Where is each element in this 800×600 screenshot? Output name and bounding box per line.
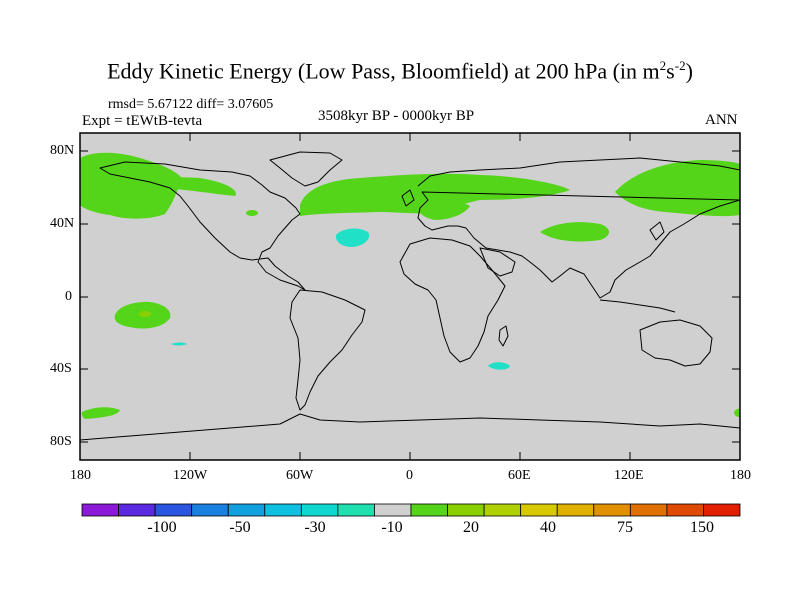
plot-title: Eddy Kinetic Energy (Low Pass, Bloomfiel… (107, 58, 693, 84)
japan-coast (649, 221, 665, 241)
coastlines (79, 151, 741, 441)
x-tick-label: 0 (406, 468, 413, 483)
south-pacific-patch (81, 407, 120, 419)
y-tick-label: 40N (50, 216, 75, 231)
colorbar-cell (483, 503, 522, 517)
colorbar-cell (227, 503, 266, 517)
x-tick-marks (79, 133, 741, 460)
greenland-coast (269, 151, 343, 187)
pacific-core-patch (139, 311, 151, 317)
north-atlantic-patch (300, 173, 570, 216)
mid-atlantic-patch (335, 228, 370, 247)
y-tick-label: 0 (65, 289, 72, 304)
x-tick-label: 180 (730, 468, 751, 483)
y-tick-marks (80, 150, 740, 443)
colorbar-cell (264, 503, 302, 517)
south-pacific-cyan-patch (171, 342, 187, 346)
south-indian-cyan-patch (488, 362, 510, 370)
colorbar-cell (300, 503, 339, 517)
x-tick-label: 120E (614, 468, 644, 483)
colorbar-cell (410, 503, 448, 517)
colorbar-cell (520, 503, 558, 517)
arabia-coast (479, 247, 516, 277)
antarctica-coast (79, 413, 741, 441)
season-label: ANN (705, 112, 738, 128)
colorbar-label: 150 (690, 519, 714, 536)
colorbar-label: -30 (304, 519, 326, 536)
stats-label: rmsd= 5.67122 diff= 3.07605 (108, 97, 274, 112)
europe-patch (419, 201, 470, 220)
colorbar-cell (118, 503, 156, 517)
colorbar-cell (666, 503, 704, 517)
indonesia-coast (599, 299, 676, 313)
period-label: 3508kyr BP - 0000kyr BP (318, 108, 475, 124)
europe-asia-coast (417, 157, 741, 299)
north-america-coast (99, 161, 306, 291)
colorbar-label: -50 (229, 519, 251, 536)
x-tick-label: 60W (286, 468, 314, 483)
north-asia-pacific-patch (615, 160, 740, 217)
colorbar-cell (81, 503, 119, 517)
colorbar-cell (337, 503, 375, 517)
colorbar-cell (191, 503, 229, 517)
y-tick-label: 80S (50, 434, 72, 449)
uk-coast (401, 189, 415, 207)
colorbar-cell (447, 503, 485, 517)
colorbar-cell (374, 503, 412, 517)
y-tick-label: 80N (50, 143, 75, 158)
alaska-patch (110, 176, 236, 196)
south-america-coast (289, 289, 366, 411)
greenland-small-patch (246, 210, 258, 216)
central-asia-patch (540, 222, 609, 242)
x-tick-label: 180 (70, 468, 91, 483)
australia-coast (639, 319, 713, 367)
colorbar-label: 20 (463, 519, 479, 536)
colorbar-cell (593, 503, 631, 517)
south-indian-patch (734, 408, 740, 417)
colorbar-label: -10 (381, 519, 403, 536)
positive-anomaly-patches (80, 152, 740, 419)
x-tick-label: 120W (173, 468, 208, 483)
colorbar-cell (703, 503, 741, 517)
colorbar-label: -100 (147, 519, 177, 536)
africa-coast (399, 237, 506, 363)
colorbar-cell (556, 503, 595, 517)
colorbar-label: 40 (540, 519, 556, 536)
colorbar-label: 75 (617, 519, 633, 536)
madagascar-coast (498, 325, 509, 347)
x-tick-label: 60E (508, 468, 531, 483)
colorbar-cell (629, 503, 668, 517)
y-tick-label: 40S (50, 361, 72, 376)
colorbar (81, 503, 741, 517)
experiment-label: Expt = tEWtB-tevta (82, 113, 203, 129)
colorbar-cell (154, 503, 193, 517)
negative-anomaly-patches (171, 228, 510, 370)
